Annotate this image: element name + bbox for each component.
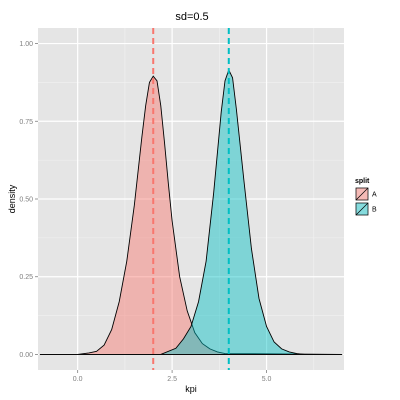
legend-label-B: B: [372, 207, 377, 214]
legend-title: split: [355, 178, 370, 185]
y-tick-label: 0.75: [19, 119, 33, 126]
legend-key-slash-B: [355, 202, 369, 216]
series-areas: [39, 68, 343, 355]
y-tick-label: 0.50: [19, 197, 33, 204]
legend-key-slash-A: [355, 187, 369, 201]
y-tick-label: 0.00: [19, 352, 33, 359]
x-tick-label: 2.5: [167, 376, 177, 383]
x-tick-label: 0.0: [73, 376, 83, 383]
y-tick-label: 0.25: [19, 274, 33, 281]
density-area-A: [39, 75, 343, 355]
y-tick-label: 1.00: [19, 41, 33, 48]
x-axis-title: kpi: [185, 384, 197, 394]
mean-lines: [152, 28, 230, 370]
y-axis: 0.00 0.25 0.50 0.75 1.00: [19, 41, 38, 359]
legend-items: AB: [354, 186, 377, 217]
y-axis-title: density: [7, 184, 17, 213]
legend-label-A: A: [372, 192, 377, 199]
x-tick-label: 5.0: [262, 376, 272, 383]
density-area-B: [39, 68, 343, 355]
legend: split AB: [354, 178, 377, 217]
chart-title: sd=0.5: [175, 11, 208, 23]
x-axis: 0.0 2.5 5.0: [73, 370, 272, 383]
